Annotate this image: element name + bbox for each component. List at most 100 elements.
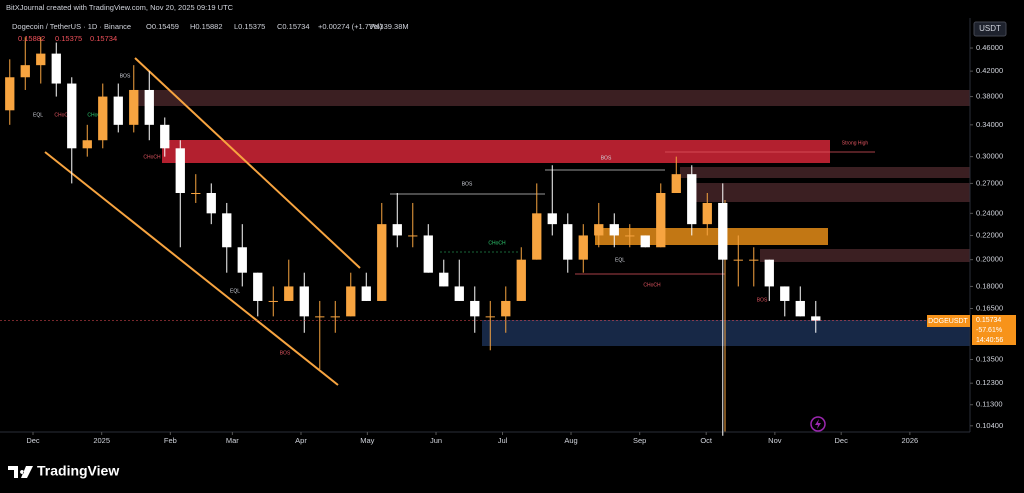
candle-body <box>733 259 743 261</box>
price-tag-countdown: 14:40:56 <box>976 337 1003 344</box>
header: BitXJournal created with TradingView.com… <box>6 3 234 12</box>
candle-body <box>609 224 619 236</box>
zone <box>595 228 828 245</box>
zone <box>690 183 970 202</box>
candle-body <box>67 83 77 149</box>
candle-body <box>408 235 418 237</box>
annotation: CHoCH <box>54 112 72 118</box>
candle-body <box>764 259 774 287</box>
x-tick-label: Apr <box>295 436 307 445</box>
y-tick-label: 0.46000 <box>976 43 1003 52</box>
candle-body <box>361 286 371 301</box>
x-tick-label: Dec <box>835 436 849 445</box>
candle-body <box>268 300 278 302</box>
x-tick-label: Oct <box>700 436 713 445</box>
candle-body <box>501 300 511 317</box>
annotation: CHoCH <box>643 282 661 288</box>
candle-body <box>687 174 697 225</box>
candle-body <box>36 53 46 66</box>
y-tick-label: 0.34000 <box>976 120 1003 129</box>
y-tick-label: 0.12300 <box>976 378 1003 387</box>
y-tick-label: 0.10400 <box>976 421 1003 430</box>
zone <box>162 140 830 163</box>
x-tick-label: Nov <box>768 436 782 445</box>
candle-body <box>82 140 92 149</box>
candle-body <box>749 259 759 261</box>
y-tick-label: 0.30000 <box>976 152 1003 161</box>
candle-body <box>795 300 805 317</box>
logo <box>8 466 33 478</box>
candle-body <box>222 213 232 248</box>
zone <box>680 167 970 178</box>
candle-body <box>718 202 728 260</box>
candle-body <box>51 53 61 84</box>
y-tick-label: 0.11300 <box>976 400 1003 409</box>
x-tick-label: Aug <box>564 436 577 445</box>
price-tag-change: -57.61% <box>976 327 1002 334</box>
y-tick-label: 0.24000 <box>976 208 1003 217</box>
candle-body <box>702 202 712 225</box>
x-tick-label: Mar <box>226 436 239 445</box>
footer <box>0 450 1024 493</box>
candle-body <box>671 174 681 193</box>
annotation: BOS <box>601 155 612 161</box>
candle-body <box>454 286 464 301</box>
candle-body <box>532 213 542 260</box>
price-tag-price: 0.15734 <box>976 317 1001 324</box>
y-tick-label: 0.22000 <box>976 230 1003 239</box>
candle-body <box>191 192 201 194</box>
icon[interactable] <box>810 416 826 432</box>
candle-body <box>547 213 557 225</box>
currency-button[interactable] <box>973 21 1007 37</box>
annotation: BOS <box>757 297 768 303</box>
candle-body <box>20 65 30 78</box>
candle-body <box>144 89 154 125</box>
candle-body <box>392 224 402 236</box>
x-tick-label: Dec <box>26 436 40 445</box>
candle-body <box>516 259 526 301</box>
candle-body <box>656 192 666 248</box>
y-tick-label: 0.42000 <box>976 66 1003 75</box>
candle-body <box>175 148 185 193</box>
price-tag-symbol: DOGEUSDT <box>928 318 968 325</box>
legend-row: 0.15882 <box>18 34 45 43</box>
candle-body <box>330 316 340 318</box>
ohlc: H0.15882 <box>190 22 223 31</box>
annotation: BOS <box>120 73 131 79</box>
x-tick-label: Jul <box>498 436 508 445</box>
x-tick-label: 2025 <box>93 436 110 445</box>
candle-body <box>780 286 790 301</box>
legend-row: 0.15375 <box>55 34 82 43</box>
candle-body <box>253 272 263 301</box>
annotation: CHoCH <box>87 112 105 118</box>
y-tick-label: 0.38000 <box>976 92 1003 101</box>
zone <box>760 249 970 262</box>
zone <box>482 320 970 346</box>
change: +0.00274 (+1.77%) <box>318 22 383 31</box>
candle-body <box>439 272 449 287</box>
annotation: CHoCH <box>143 154 161 160</box>
zone <box>130 90 970 106</box>
x-tick-label: May <box>360 436 374 445</box>
candle-body <box>640 235 650 248</box>
currency-button-label[interactable]: USDT <box>979 24 1001 33</box>
candle-body <box>113 96 123 125</box>
candle-body <box>206 192 216 214</box>
candle-body <box>5 77 15 111</box>
y-tick-label: 0.20000 <box>976 255 1003 264</box>
icon[interactable] <box>815 419 821 429</box>
candle-body <box>284 286 294 301</box>
y-tick-label: 0.18000 <box>976 281 1003 290</box>
symbol: Dogecoin / TetherUS · 1D · Binance <box>12 22 131 31</box>
candle-body <box>346 286 356 317</box>
footer-brand: TradingView <box>37 463 119 479</box>
annotation: Strong High <box>842 140 869 146</box>
candle-body <box>811 316 821 321</box>
annotation: EQL <box>615 257 625 263</box>
candle-body <box>485 316 495 318</box>
candle-body <box>423 235 433 273</box>
price-tag <box>972 315 1016 345</box>
candle-body <box>563 224 573 260</box>
trendline <box>134 57 361 269</box>
